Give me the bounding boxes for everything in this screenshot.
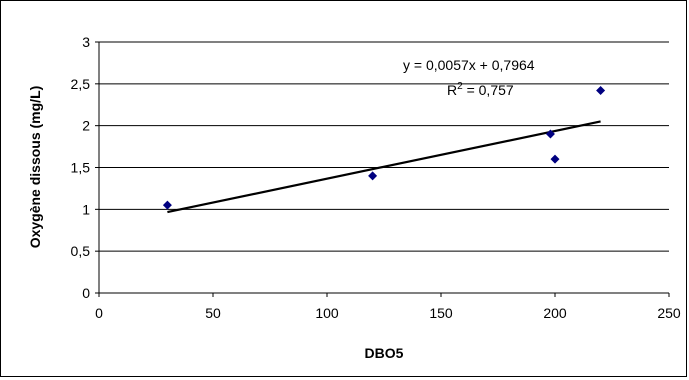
x-tick-label: 250 [657, 305, 681, 321]
y-axis-title: Oxygène dissous (mg/L) [27, 86, 43, 249]
x-tick-label: 0 [95, 305, 103, 321]
y-tick-label: 2,5 [71, 76, 91, 92]
axes-layer [95, 41, 670, 297]
data-point [368, 171, 378, 181]
trendline-equation: y = 0,0057x + 0,7964 [403, 57, 535, 73]
y-tick-label: 0,5 [71, 243, 91, 259]
y-tick-label: 3 [82, 34, 90, 50]
r2-superscript: 2 [457, 81, 463, 92]
r2-prefix: R [447, 82, 457, 98]
grid-layer [99, 41, 669, 252]
data-point [596, 86, 606, 96]
points-layer [162, 86, 606, 210]
x-axis-title: DBO5 [365, 345, 404, 361]
y-tick-label: 1 [82, 201, 90, 217]
ticks-layer: 0 0,5 1 1,5 2 2,5 3 0 50 100 150 200 250 [71, 34, 681, 321]
y-tick-label: 2 [82, 118, 90, 134]
y-tick-label: 0 [82, 285, 90, 301]
data-point [550, 154, 560, 164]
x-tick-label: 100 [315, 305, 339, 321]
trendline-layer [167, 120, 601, 214]
data-point [162, 200, 172, 210]
r2-value: = 0,757 [463, 82, 514, 98]
y-tick-label: 1,5 [71, 160, 91, 176]
trendline [167, 120, 601, 214]
x-tick-label: 50 [205, 305, 221, 321]
x-tick-label: 150 [429, 305, 453, 321]
x-tick-label: 200 [543, 305, 567, 321]
data-point [545, 129, 555, 139]
r-squared-label: R2 = 0,757 [447, 81, 514, 98]
